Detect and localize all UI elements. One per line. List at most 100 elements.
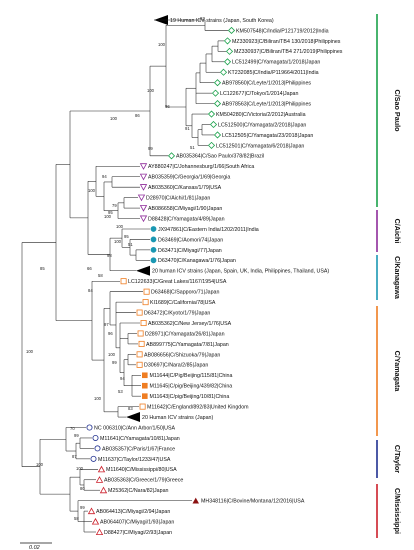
- bootstrap-value: 84: [88, 288, 93, 293]
- tip-label: D63470|C/Kanagawa/1/76|Japan: [158, 258, 236, 264]
- bootstrap-value: 97: [200, 16, 205, 21]
- tip-label: MZ330937|C/Biliran/TB4 271/2019|Philippi…: [234, 49, 343, 55]
- tip-label: 20 Human ICV strains (Japan): [142, 415, 213, 421]
- diamond-marker: [211, 89, 220, 97]
- bootstrap-value: 86: [135, 113, 140, 118]
- circle-marker: [150, 226, 157, 232]
- bootstrap-value: 100: [36, 462, 44, 467]
- tip-label: 20 human ICV strains (Japan, Spain, UK, …: [152, 269, 329, 275]
- tip-label: AB064413|C/Miyagi/2/94|Japan: [96, 509, 170, 515]
- tip-label: D63469|C/Aomori/74|Japan: [158, 237, 223, 243]
- diamond-marker: [219, 68, 228, 76]
- bootstrap-value: 100: [147, 88, 155, 93]
- triangle-down-marker: [139, 173, 148, 181]
- bootstrap-value: 100: [158, 42, 166, 47]
- bootstrap-value: 53: [118, 389, 123, 394]
- triangle-down-marker: [139, 184, 148, 191]
- triangle-up-marker: [95, 476, 104, 483]
- square-marker: [140, 320, 147, 327]
- triangle-up-marker: [91, 517, 100, 525]
- tip-label: D63471|C/Miyagi/77|Japan: [158, 248, 222, 254]
- tip-label: M11642|C/England/892/83|United Kingdom: [147, 405, 249, 411]
- circle-marker: [92, 434, 99, 441]
- square-marker: [136, 309, 143, 316]
- tip-label: M11645|C/pig/Beijing/439/82|China: [150, 384, 233, 390]
- triangle-down-marker: [139, 215, 148, 223]
- bootstrap-value: 100: [114, 239, 122, 244]
- tip-label: D63468|C/Sapporo/71|Japan: [151, 290, 219, 296]
- square-marker: [120, 278, 127, 285]
- tip-label: D30697|C/Nara/2/85|Japan: [144, 363, 208, 369]
- bootstrap-value: 97: [104, 322, 109, 327]
- square-marker-filled: [142, 382, 148, 389]
- square-marker-filled: [142, 393, 148, 399]
- bootstrap-value: 85: [40, 266, 45, 271]
- bootstrap-value: 100: [94, 396, 102, 401]
- bootstrap-value: 100: [108, 352, 116, 357]
- tip-label: AB064407|C/Miyagi/1/93|Japan: [100, 519, 174, 525]
- tip-label: AB086658|C/Miyagi/1/90|Japan: [148, 206, 222, 212]
- square-marker: [142, 299, 149, 306]
- clade-label: C/Yamagata: [393, 351, 402, 393]
- bootstrap-value: 94: [102, 174, 107, 179]
- square-marker: [139, 403, 146, 410]
- tip-label: LC122677|C/Tokyo/1/2014|Japan: [220, 91, 298, 97]
- bootstrap-value: 58: [98, 273, 103, 278]
- clade-label: C/Sao Paulo: [393, 90, 402, 133]
- bootstrap-value: 94: [120, 376, 125, 381]
- clade-label: C/Kanagawa: [393, 256, 402, 300]
- tip-label: KM504280|C/Victoria/2/2012|Australia: [216, 112, 306, 118]
- clade-label: C/Taylor: [393, 445, 402, 473]
- tip-label: LC512505|C/Yamagata/23/2018|Japan: [222, 133, 313, 139]
- bootstrap-value: 100: [110, 116, 118, 121]
- bootstrap-value: 96: [165, 104, 170, 109]
- bootstrap-value: 87: [72, 454, 77, 459]
- diamond-marker: [213, 79, 222, 87]
- bootstrap-value: 51: [190, 145, 195, 150]
- bootstrap-value: 66: [87, 266, 92, 271]
- circle-marker: [86, 424, 93, 431]
- collapsed-clade-triangle: [136, 265, 150, 276]
- circle-marker: [150, 246, 157, 253]
- square-marker: [143, 288, 150, 295]
- tip-label: D28970|C/Aichi/1/81|Japan: [146, 196, 210, 202]
- tip-label: AB035364|C/Sao Paulo/378/82|Brazil: [176, 154, 264, 160]
- diamond-marker: [207, 110, 216, 118]
- tip-label: M11640|C/Mississippi/80|USA: [106, 467, 177, 473]
- tip-label: M11637|C/Taylor/1233/47|USA: [98, 457, 171, 463]
- tip-label: D88427|C/Miyagi/2/93|Japan: [104, 530, 172, 536]
- diamond-marker: [223, 58, 232, 66]
- triangle-down-marker: [137, 194, 146, 202]
- triangle-up-marker: [97, 465, 106, 473]
- diamond-marker: [209, 120, 218, 129]
- bootstrap-value: 99: [74, 433, 79, 438]
- diamond-marker: [213, 131, 222, 139]
- bootstrap-value: 95: [124, 234, 129, 239]
- bootstrap-value: 83: [128, 406, 133, 411]
- tip-label: LC512500|C/Yamagata/2/2018|Japan: [218, 122, 306, 128]
- tip-label: KI1689|C/California/78|USA: [150, 300, 216, 306]
- bootstrap-value: 100: [76, 466, 84, 471]
- bootstrap-value: 99: [112, 360, 117, 365]
- bootstrap-value: 99: [80, 505, 85, 510]
- bootstrap-value: 58: [74, 516, 79, 521]
- tip-label: AB035363|C/Greece/1/79|Greece: [104, 478, 183, 484]
- tip-label: AB035357|C/Paris/1/67|France: [102, 446, 175, 452]
- square-marker: [138, 340, 145, 347]
- collapsed-clade-triangle: [126, 412, 140, 423]
- tip-label: AB978563|C/Leyte/1/2013|Philippines: [222, 101, 311, 107]
- bootstrap-value: 99: [148, 146, 153, 151]
- tip-label: 19 Human ICV strains (Japan, South Korea…: [170, 18, 274, 24]
- bootstrap-value: 80: [80, 486, 85, 491]
- bootstrap-value: 100: [26, 349, 34, 354]
- square-marker: [137, 330, 144, 337]
- circle-marker: [94, 445, 101, 452]
- triangle-down-marker: [139, 163, 148, 170]
- tip-label: KM507548|C/India/P121719/2012|India: [236, 28, 329, 34]
- scale-bar-label: 0.02: [29, 545, 40, 550]
- bootstrap-value: 98: [107, 253, 112, 258]
- tip-label: M25362|C/Nara/82|Japan: [108, 488, 169, 494]
- tip-label: D88428|C/Yamagata/4/89|Japan: [148, 216, 225, 222]
- diamond-marker: [167, 152, 176, 160]
